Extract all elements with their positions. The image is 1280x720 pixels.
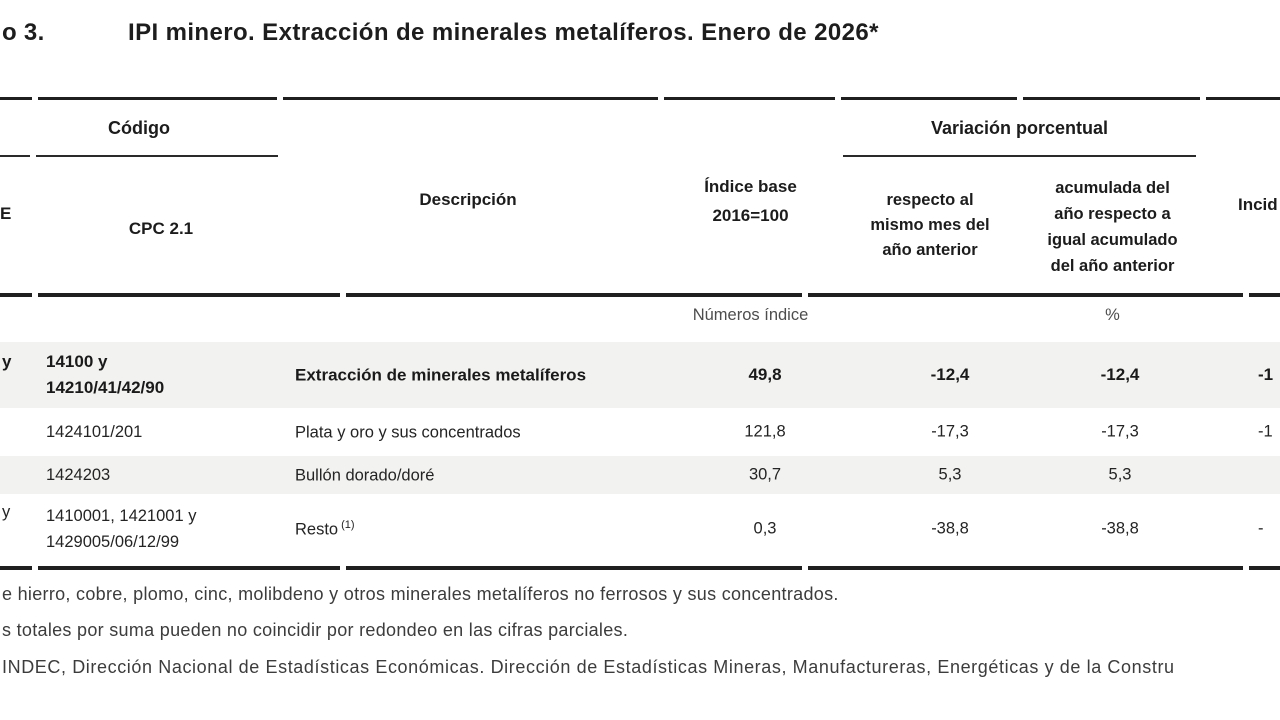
- column-group-variacion-porcentual: Variación porcentual: [930, 118, 1109, 138]
- table-row-bullon-dorado: 1424203 Bullón dorado/doré 30,7 5,3 5,3: [0, 456, 1280, 494]
- incidencia-value-fragment: -1: [1258, 422, 1273, 441]
- indice-value: 121,8: [744, 422, 786, 441]
- descripcion-cell: Resto (1): [295, 518, 355, 539]
- units-label-percent: %: [1105, 306, 1120, 324]
- table-row-resto: y 1410001, 1421001 y 1429005/06/12/99 Re…: [0, 494, 1280, 564]
- units-label-numeros-indice: Números índice: [692, 306, 809, 324]
- var-mes-value: -38,8: [931, 519, 969, 538]
- footnote-2: s totales por suma pueden no coincidir p…: [2, 620, 629, 640]
- codigo-group-underline: [36, 155, 278, 157]
- codigo-group-underline: [0, 155, 30, 157]
- clae-code-fragment: y: [2, 352, 12, 371]
- footnote-1: e hierro, cobre, plomo, cinc, molibdeno …: [2, 584, 839, 604]
- column-header-incidencia-fragment: Incid: [1238, 195, 1278, 214]
- variacion-group-underline: [843, 155, 1196, 157]
- column-header-indice-base: Índice base 2016=100: [704, 177, 797, 225]
- page-title: IPI minero. Extracción de minerales meta…: [128, 19, 879, 46]
- cpc-code: 14100 y 14210/41/42/90: [46, 352, 165, 397]
- table-number-fragment: o 3.: [2, 19, 45, 46]
- footnote-source: INDEC, Dirección Nacional de Estadística…: [2, 657, 1175, 677]
- column-header-var-mismo-mes: respecto al mismo mes del año anterior: [870, 191, 990, 259]
- table-row-plata-oro: 1424101/201 Plata y oro y sus concentrad…: [0, 408, 1280, 456]
- indice-value: 0,3: [753, 519, 777, 538]
- indice-value: 30,7: [748, 465, 782, 484]
- var-mes-value: 5,3: [938, 465, 962, 484]
- var-acum-value: 5,3: [1108, 465, 1132, 484]
- column-header-cpc: CPC 2.1: [128, 219, 194, 238]
- incidencia-value-fragment: -: [1258, 519, 1264, 538]
- var-acum-value: -12,4: [1100, 365, 1140, 384]
- var-mes-value: -12,4: [930, 365, 970, 384]
- clae-code-fragment: y: [2, 503, 11, 521]
- footnote-marker: (1): [341, 518, 355, 531]
- column-header-clae-fragment: E: [0, 204, 12, 223]
- var-acum-value: -17,3: [1101, 422, 1139, 441]
- descripcion-cell: Bullón dorado/doré: [295, 466, 435, 485]
- var-acum-value: -38,8: [1101, 519, 1139, 538]
- column-group-codigo: Código: [108, 118, 170, 138]
- descripcion-cell: Extracción de minerales metalíferos: [295, 365, 587, 385]
- incidencia-value-fragment: -1: [1258, 365, 1274, 384]
- column-header-var-acumulada: acumulada del año respecto a igual acumu…: [1047, 179, 1178, 275]
- descripcion-cell: Plata y oro y sus concentrados: [295, 423, 521, 442]
- table-row-extraccion-total: y 14100 y 14210/41/42/90 Extracción de m…: [0, 342, 1280, 408]
- cpc-code: 1410001, 1421001 y 1429005/06/12/99: [46, 507, 197, 551]
- column-header-descripcion: Descripción: [419, 190, 517, 209]
- indice-value: 49,8: [748, 365, 782, 384]
- cpc-code: 1424203: [46, 466, 111, 484]
- var-mes-value: -17,3: [931, 422, 969, 441]
- cpc-code: 1424101/201: [46, 423, 143, 441]
